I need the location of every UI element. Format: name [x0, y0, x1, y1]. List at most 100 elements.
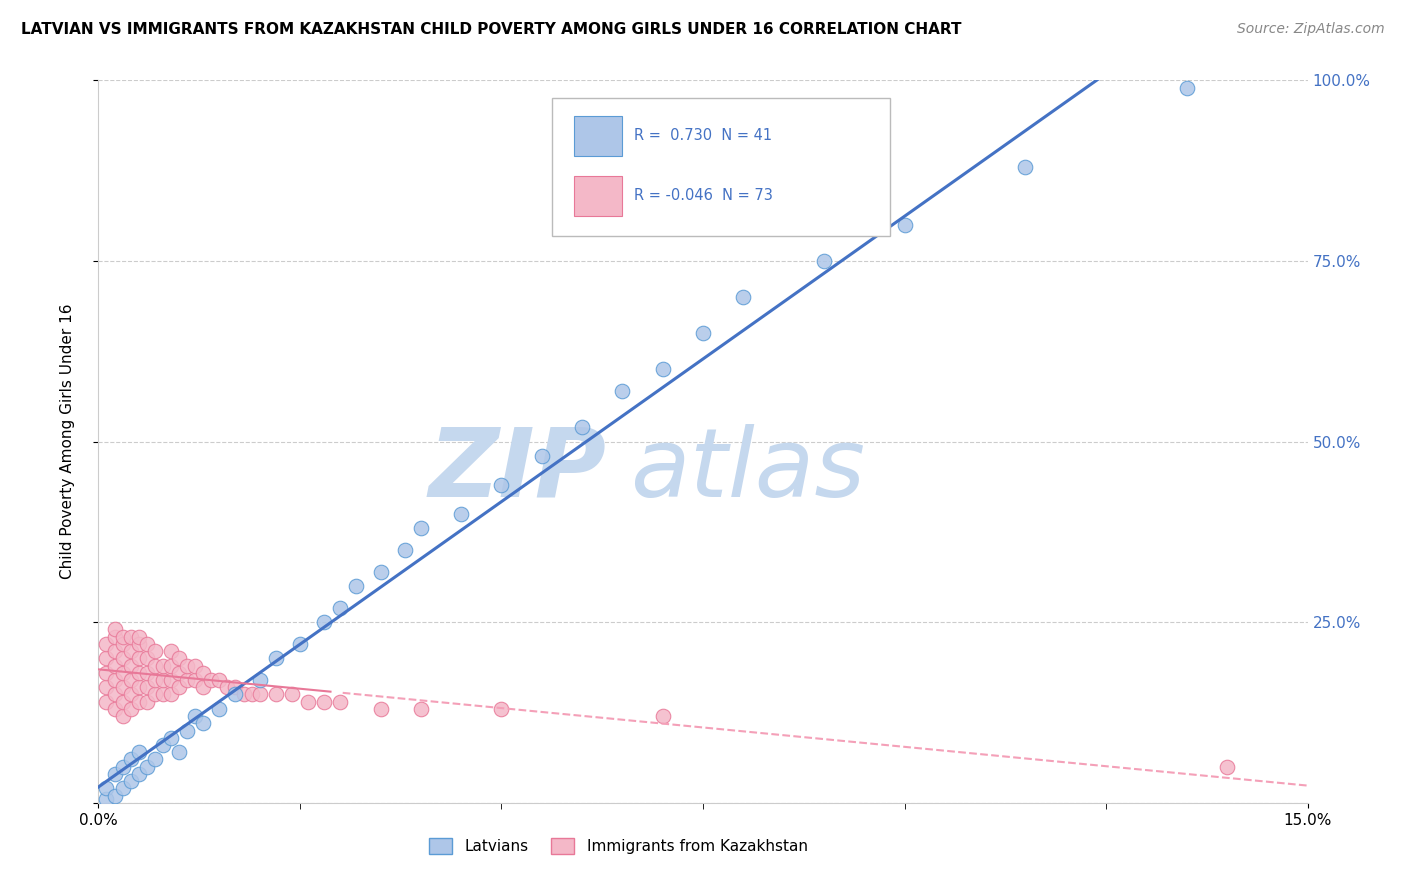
Point — [281, 687, 304, 701]
Point — [288, 637, 311, 651]
Point — [111, 680, 134, 694]
Point — [184, 658, 207, 673]
Point — [193, 680, 215, 694]
Point — [409, 521, 432, 535]
Point — [152, 673, 174, 687]
Point — [692, 326, 714, 340]
Point — [167, 680, 190, 694]
Point — [103, 687, 125, 701]
Point — [135, 695, 157, 709]
Point — [530, 449, 553, 463]
Point — [224, 680, 246, 694]
Point — [103, 644, 125, 658]
Point — [120, 673, 142, 687]
Point — [120, 644, 142, 658]
Point — [128, 695, 150, 709]
Point — [208, 673, 231, 687]
Point — [120, 752, 142, 766]
Point — [160, 644, 183, 658]
Point — [111, 651, 134, 665]
Point — [120, 630, 142, 644]
Point — [264, 651, 287, 665]
Point — [143, 752, 166, 766]
Point — [176, 658, 198, 673]
Point — [160, 673, 183, 687]
Point — [111, 665, 134, 680]
Point — [297, 695, 319, 709]
Point — [193, 716, 215, 731]
Point — [224, 687, 246, 701]
Text: R = -0.046  N = 73: R = -0.046 N = 73 — [634, 188, 773, 203]
Point — [152, 687, 174, 701]
Point — [249, 673, 271, 687]
Point — [120, 702, 142, 716]
Point — [96, 665, 118, 680]
Point — [167, 651, 190, 665]
Point — [329, 695, 352, 709]
Text: LATVIAN VS IMMIGRANTS FROM KAZAKHSTAN CHILD POVERTY AMONG GIRLS UNDER 16 CORRELA: LATVIAN VS IMMIGRANTS FROM KAZAKHSTAN CH… — [21, 22, 962, 37]
Point — [135, 651, 157, 665]
Point — [152, 658, 174, 673]
Point — [120, 774, 142, 789]
Point — [612, 384, 634, 398]
Point — [111, 637, 134, 651]
Point — [200, 673, 222, 687]
Point — [111, 709, 134, 723]
Point — [96, 792, 118, 806]
Point — [96, 781, 118, 796]
Point — [491, 702, 513, 716]
Point — [571, 420, 593, 434]
Bar — [574, 177, 621, 216]
Point — [128, 767, 150, 781]
Point — [167, 745, 190, 759]
Point — [111, 760, 134, 774]
Point — [1014, 160, 1036, 174]
Point — [314, 615, 336, 630]
Point — [103, 630, 125, 644]
Point — [103, 658, 125, 673]
Point — [143, 658, 166, 673]
Point — [103, 673, 125, 687]
Point — [143, 673, 166, 687]
Point — [217, 680, 239, 694]
Point — [135, 760, 157, 774]
Point — [103, 623, 125, 637]
Point — [176, 723, 198, 738]
Point — [96, 680, 118, 694]
Point — [160, 658, 183, 673]
Point — [176, 673, 198, 687]
Point — [733, 290, 755, 304]
Point — [249, 687, 271, 701]
Point — [135, 680, 157, 694]
Point — [96, 651, 118, 665]
Point — [135, 665, 157, 680]
Point — [184, 673, 207, 687]
Point — [111, 781, 134, 796]
Point — [193, 665, 215, 680]
Point — [128, 637, 150, 651]
FancyBboxPatch shape — [551, 98, 890, 235]
Point — [1216, 760, 1239, 774]
Point — [143, 687, 166, 701]
Point — [491, 478, 513, 492]
Point — [893, 218, 915, 232]
Point — [103, 789, 125, 803]
Point — [167, 665, 190, 680]
Y-axis label: Child Poverty Among Girls Under 16: Child Poverty Among Girls Under 16 — [60, 304, 75, 579]
Point — [264, 687, 287, 701]
Point — [184, 709, 207, 723]
Point — [96, 695, 118, 709]
Point — [344, 579, 367, 593]
Point — [450, 507, 472, 521]
Point — [128, 680, 150, 694]
Text: ZIP: ZIP — [429, 424, 606, 517]
Legend: Latvians, Immigrants from Kazakhstan: Latvians, Immigrants from Kazakhstan — [423, 832, 814, 860]
Point — [240, 687, 263, 701]
Point — [651, 709, 673, 723]
Point — [103, 702, 125, 716]
Point — [111, 630, 134, 644]
Point — [409, 702, 432, 716]
Text: atlas: atlas — [630, 424, 866, 517]
Point — [143, 644, 166, 658]
Point — [314, 695, 336, 709]
